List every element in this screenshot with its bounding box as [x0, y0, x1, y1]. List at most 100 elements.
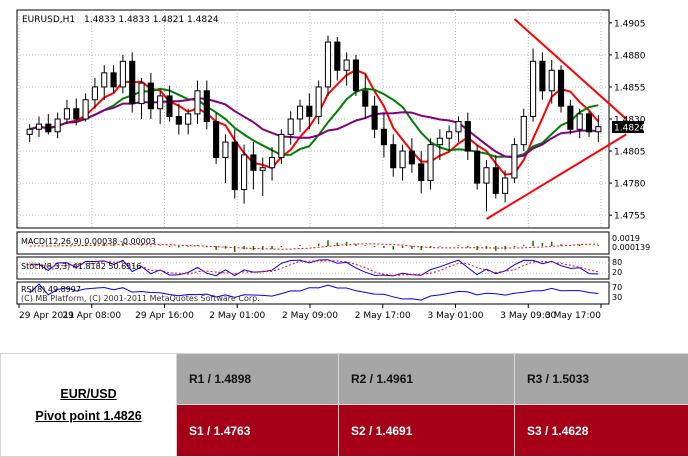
candle-body [120, 61, 125, 87]
support-3: S3 / 1.4628 [515, 405, 688, 457]
price-axis-labels: 1.49051.48801.48551.48301.48051.47801.47… [609, 19, 646, 221]
candle-body [568, 106, 573, 129]
copyright-text: (C) MB Platform, (C) 2001-2011 MetaQuote… [21, 294, 260, 303]
y-tick-label: 1.4805 [614, 148, 646, 158]
macd-tick-top: 0.0019 [612, 234, 640, 243]
candle-body [111, 73, 116, 87]
candle-body [46, 124, 51, 132]
rsi-tick-bottom: 30 [612, 293, 622, 302]
candle-body [503, 178, 508, 193]
candle-body [242, 155, 247, 190]
candle-body [521, 116, 526, 144]
candle-body [577, 114, 582, 129]
candle-body [475, 151, 480, 183]
y-tick-label: 1.4780 [614, 180, 646, 190]
candle-body [102, 73, 107, 87]
price-chart: EURUSD,H1 1.4833 1.4833 1.4821 1.4824 1.… [0, 0, 688, 335]
candle-body [232, 142, 237, 189]
candle-body [400, 151, 405, 168]
candle-body [549, 70, 554, 91]
candle-body [558, 70, 563, 106]
candle-body [195, 91, 200, 114]
candle-body [214, 122, 219, 158]
candle-body [316, 87, 321, 116]
candle-body [148, 83, 153, 109]
macd-tick-bottom: 0.000139 [612, 243, 650, 252]
y-tick-label: 1.4755 [614, 212, 646, 222]
candle-body [27, 129, 32, 134]
support-1: S1 / 1.4763 [177, 405, 339, 457]
candle-body [92, 87, 97, 100]
candle-body [167, 96, 172, 117]
candle-body [465, 122, 470, 151]
candle-body [428, 145, 433, 181]
chart-symbol: EURUSD,H1 [22, 15, 75, 25]
candle-body [447, 132, 452, 138]
candle-body [335, 42, 340, 70]
candle-body [493, 168, 498, 194]
pivot-summary-cell: EUR/USD Pivot point 1.4826 [1, 354, 177, 457]
stoch-label: Stoch(8,3,3) 41.8182 50.6516 [21, 262, 141, 271]
y-tick-label: 1.4855 [614, 83, 646, 93]
candle-body [83, 100, 88, 119]
candle-body [512, 145, 517, 178]
candle-body [381, 129, 386, 144]
x-tick-label: 3 May 17:00 [545, 311, 601, 321]
candle-body [353, 60, 358, 91]
candle-body [363, 91, 368, 106]
candle-body [36, 124, 41, 129]
candle-body [540, 61, 545, 90]
y-tick-label: 1.4880 [614, 51, 646, 61]
candle-body [260, 168, 265, 171]
candle-body [251, 155, 256, 170]
x-tick-label: 29 Apr 08:00 [62, 311, 121, 321]
y-tick-label: 1.4905 [614, 19, 646, 29]
stoch-tick-top: 80 [612, 258, 622, 267]
candle-body [456, 122, 461, 132]
candle-body [74, 109, 79, 119]
candle-body [586, 114, 591, 132]
candle-body [484, 168, 489, 183]
candle-body [288, 119, 293, 134]
candle-body [139, 83, 144, 104]
candle-body [325, 42, 330, 87]
candle-body [297, 106, 302, 119]
rsi-tick-top: 70 [612, 283, 622, 292]
candle-body [372, 106, 377, 129]
candle-body [307, 106, 312, 116]
rsi-label: RSI(8) 49.8997 [21, 285, 81, 294]
x-tick-label: 2 May 17:00 [355, 311, 411, 321]
resistance-2: R2 / 1.4961 [339, 354, 515, 405]
candle-body [269, 157, 274, 167]
current-price-label: 1.4824 [614, 124, 646, 134]
candle-body [437, 138, 442, 144]
candle-body [391, 145, 396, 168]
resistance-3: R3 / 1.5033 [515, 354, 688, 405]
candle-body [176, 116, 181, 124]
support-2: S2 / 1.4691 [339, 405, 515, 457]
candle-body [64, 109, 69, 119]
x-tick-label: 2 May 01:00 [209, 311, 265, 321]
candle-body [130, 61, 135, 103]
candle-body [204, 91, 209, 122]
candle-body [55, 119, 60, 132]
macd-label: MACD(12,26,9) 0.00038 -0.00003 [21, 237, 156, 246]
candle-body [596, 127, 601, 132]
candle-body [223, 142, 228, 157]
candle-body [279, 134, 284, 157]
candle-body [531, 61, 536, 116]
candle-body [409, 151, 414, 164]
pivot-table: EUR/USD Pivot point 1.4826 R1 / 1.4898 R… [0, 353, 688, 457]
stoch-tick-bottom: 20 [612, 268, 622, 277]
candle-body [419, 164, 424, 181]
chart-quote: 1.4833 1.4833 1.4821 1.4824 [84, 15, 219, 25]
candle-body [158, 96, 163, 109]
x-tick-label: 3 May 01:00 [428, 311, 484, 321]
main-panel-frame [17, 10, 609, 228]
resistance-1: R1 / 1.4898 [177, 354, 339, 405]
candle-body [186, 114, 191, 124]
x-tick-label: 2 May 09:00 [282, 311, 338, 321]
x-tick-label: 29 Apr 16:00 [135, 311, 194, 321]
candle-body [344, 60, 349, 70]
